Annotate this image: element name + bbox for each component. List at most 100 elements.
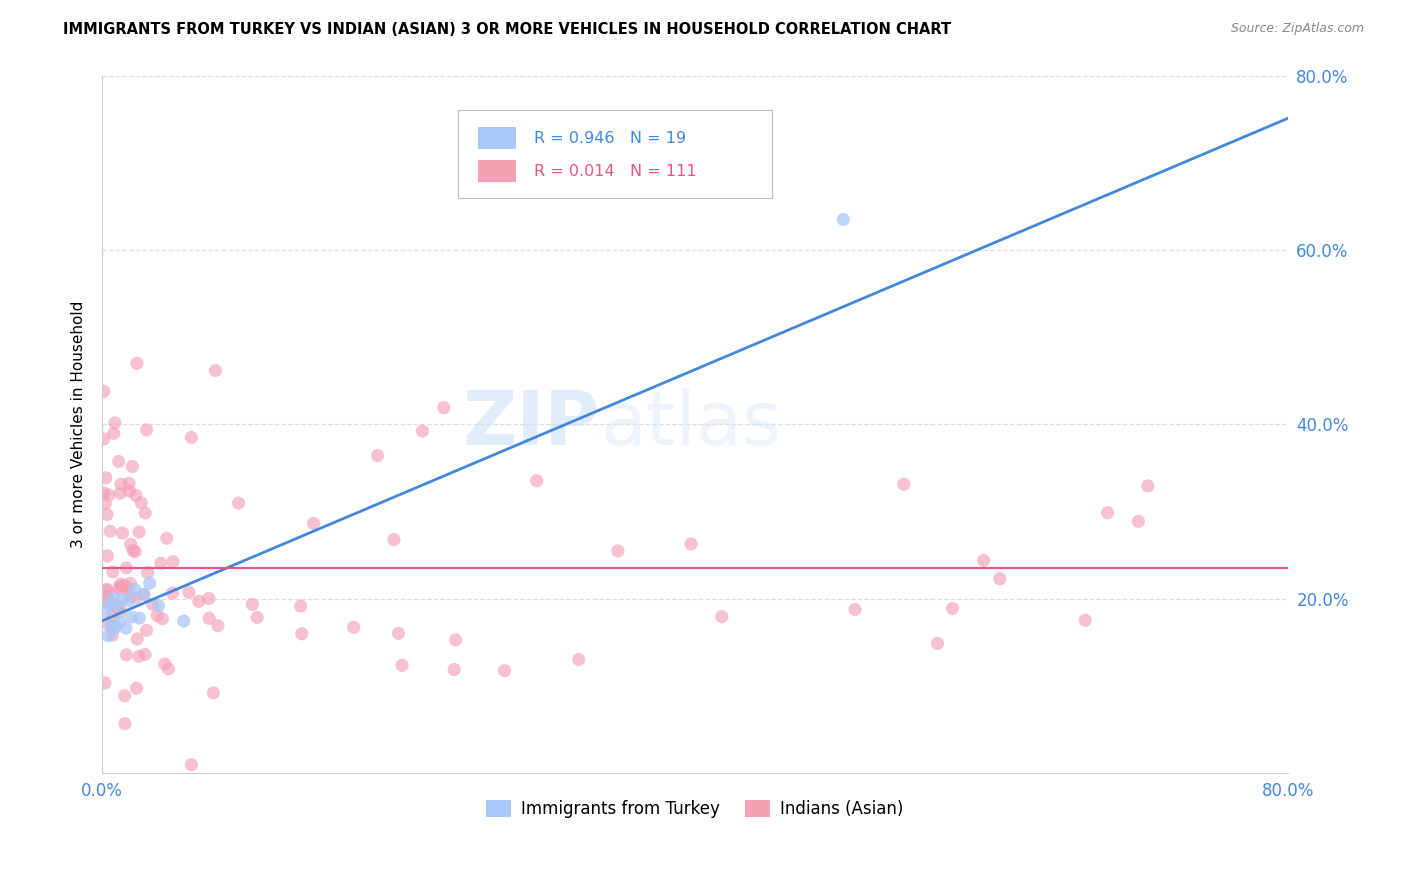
Point	[568, 652, 591, 666]
Point	[96, 582, 118, 597]
Point	[893, 477, 915, 491]
Point	[142, 597, 165, 611]
Point	[118, 476, 141, 491]
Point	[125, 356, 148, 370]
Point	[93, 486, 115, 500]
Point	[121, 610, 143, 624]
Point	[177, 585, 200, 599]
Point	[832, 212, 855, 227]
Point	[134, 506, 156, 520]
Point	[606, 544, 628, 558]
Point	[118, 484, 141, 499]
Text: Source: ZipAtlas.com: Source: ZipAtlas.com	[1230, 22, 1364, 36]
Point	[132, 587, 155, 601]
Point	[124, 544, 146, 558]
Point	[110, 477, 132, 491]
Point	[98, 524, 121, 539]
Point	[111, 591, 134, 606]
Point	[136, 566, 159, 580]
Point	[391, 658, 413, 673]
Point	[101, 565, 124, 579]
Point	[157, 662, 180, 676]
Point	[115, 561, 138, 575]
Point	[118, 593, 141, 607]
Point	[187, 594, 209, 608]
Point	[290, 599, 312, 613]
Point	[146, 608, 169, 623]
Point	[291, 627, 314, 641]
Point	[114, 689, 136, 703]
Point	[134, 648, 156, 662]
Point	[114, 716, 136, 731]
FancyBboxPatch shape	[458, 111, 772, 198]
Point	[180, 430, 202, 444]
Point	[94, 471, 117, 485]
Point	[105, 599, 128, 613]
Point	[679, 537, 702, 551]
Point	[107, 600, 129, 615]
Point	[96, 589, 118, 603]
Point	[101, 628, 124, 642]
Point	[97, 583, 120, 598]
Point	[124, 591, 146, 605]
Point	[148, 599, 170, 613]
Point	[1074, 613, 1097, 627]
Point	[941, 601, 963, 615]
Point	[108, 583, 131, 598]
Point	[101, 591, 124, 606]
Point	[108, 615, 131, 629]
Point	[115, 648, 138, 662]
Point	[104, 416, 127, 430]
Point	[103, 622, 125, 636]
Point	[1136, 479, 1159, 493]
Point	[128, 649, 150, 664]
Point	[104, 619, 127, 633]
Point	[927, 636, 949, 650]
Point	[93, 432, 115, 446]
Point	[110, 577, 132, 591]
Point	[526, 474, 548, 488]
Point	[135, 624, 157, 638]
Point	[228, 496, 250, 510]
Point	[108, 581, 131, 595]
Text: atlas: atlas	[600, 388, 782, 461]
Point	[100, 597, 122, 611]
Point	[198, 611, 221, 625]
Point	[367, 449, 389, 463]
Point	[101, 607, 124, 622]
Point	[111, 526, 134, 541]
Point	[162, 555, 184, 569]
Point	[1097, 506, 1119, 520]
Legend: Immigrants from Turkey, Indians (Asian): Immigrants from Turkey, Indians (Asian)	[479, 793, 911, 824]
Point	[94, 496, 117, 510]
Point	[433, 401, 456, 415]
Point	[107, 454, 129, 468]
Text: IMMIGRANTS FROM TURKEY VS INDIAN (ASIAN) 3 OR MORE VEHICLES IN HOUSEHOLD CORRELA: IMMIGRANTS FROM TURKEY VS INDIAN (ASIAN)…	[63, 22, 952, 37]
Point	[97, 616, 120, 631]
Text: R = 0.946   N = 19: R = 0.946 N = 19	[534, 131, 686, 145]
Point	[117, 581, 139, 595]
Point	[120, 576, 142, 591]
Text: ZIP: ZIP	[463, 388, 600, 461]
Point	[494, 664, 516, 678]
Point	[125, 681, 148, 696]
Point	[103, 426, 125, 441]
Point	[125, 488, 148, 502]
Point	[96, 549, 118, 563]
Point	[387, 626, 409, 640]
Point	[97, 591, 120, 606]
Point	[97, 488, 120, 502]
Point	[411, 424, 433, 438]
Point	[94, 604, 117, 618]
Point	[120, 589, 142, 603]
Point	[162, 586, 184, 600]
Point	[173, 614, 195, 628]
Point	[242, 598, 264, 612]
Point	[121, 459, 143, 474]
Point	[124, 582, 146, 597]
Point	[93, 593, 115, 607]
Point	[138, 576, 160, 591]
Point	[443, 663, 465, 677]
Point	[343, 620, 366, 634]
Point	[111, 579, 134, 593]
